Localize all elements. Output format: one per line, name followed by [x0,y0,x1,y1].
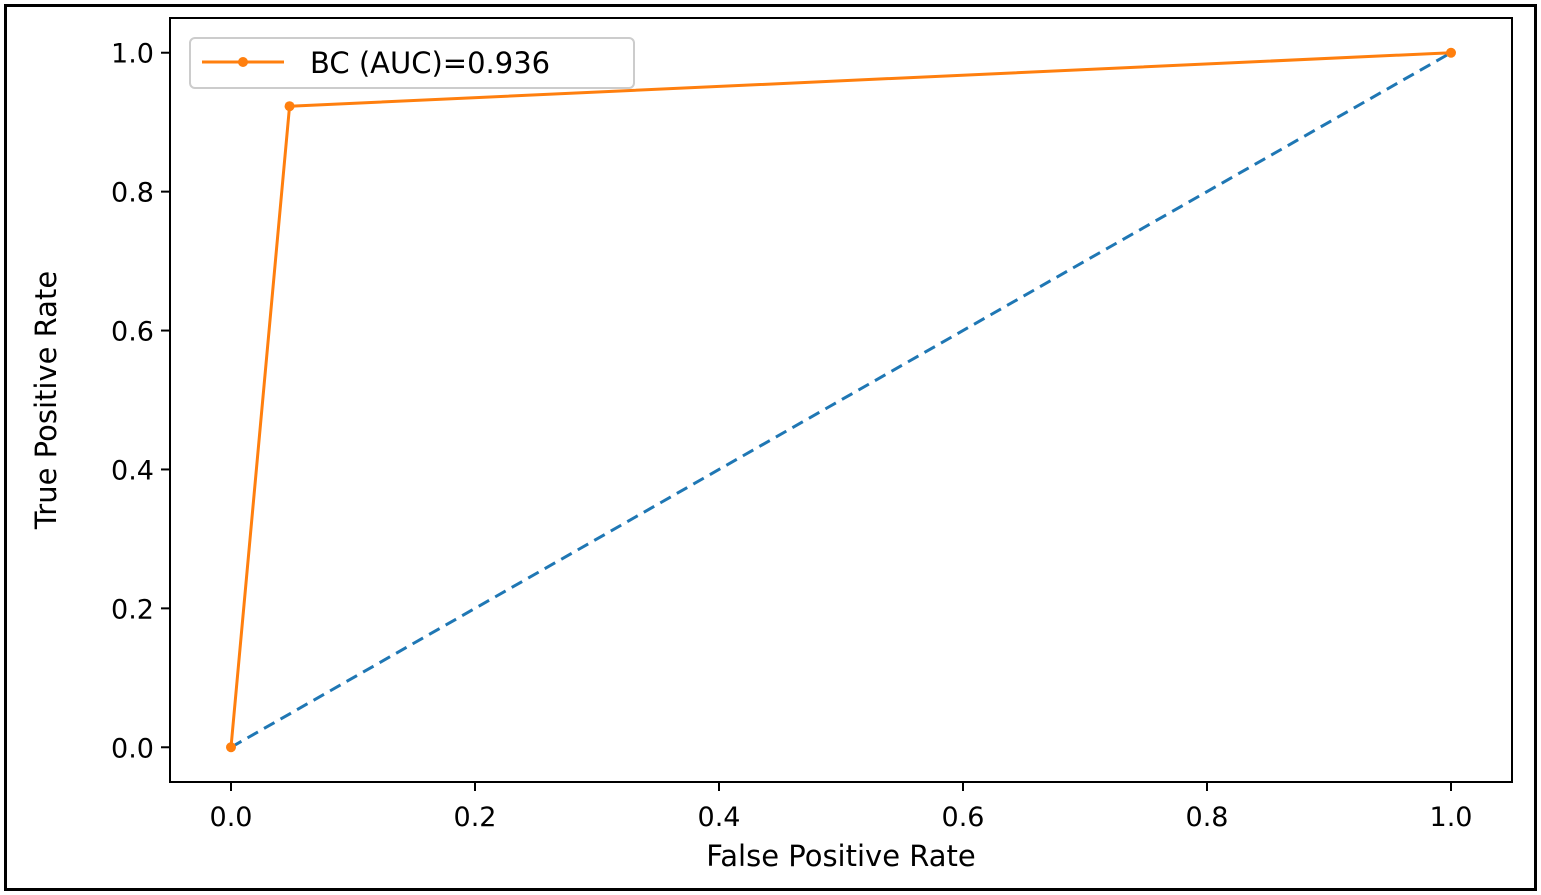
roc-point-marker [1446,47,1456,58]
x-tick-label: 0.6 [942,802,985,833]
y-tick-label: 0.0 [111,733,154,764]
y-tick-label: 0.2 [111,594,154,625]
x-tick-label: 0.0 [210,802,253,833]
legend: BC (AUC)=0.936 [189,37,635,89]
x-tick-label: 0.2 [454,802,497,833]
series-layer [226,47,1456,753]
chance-diagonal-line [230,51,1452,749]
y-tick-label: 0.6 [111,317,154,348]
y-tick-label: 0.4 [111,455,154,486]
legend-label: BC (AUC)=0.936 [310,46,550,80]
legend-swatch-marker [238,57,248,67]
y-axis: 0.0 0.2 0.4 0.6 0.8 1.0 [111,39,170,764]
x-tick-label: 1.0 [1430,802,1473,833]
roc-point-marker [284,101,295,112]
x-axis: 0.0 0.2 0.4 0.6 0.8 1.0 [210,782,1473,833]
x-tick-label: 0.4 [698,802,741,833]
y-tick-label: 0.8 [111,178,154,209]
roc-point-marker [226,742,236,753]
y-tick-label: 1.0 [111,39,154,70]
legend-box [189,37,635,89]
x-axis-title: False Positive Rate [706,839,976,873]
y-axis-title: True Positive Rate [29,271,63,530]
x-tick-label: 0.8 [1186,802,1229,833]
